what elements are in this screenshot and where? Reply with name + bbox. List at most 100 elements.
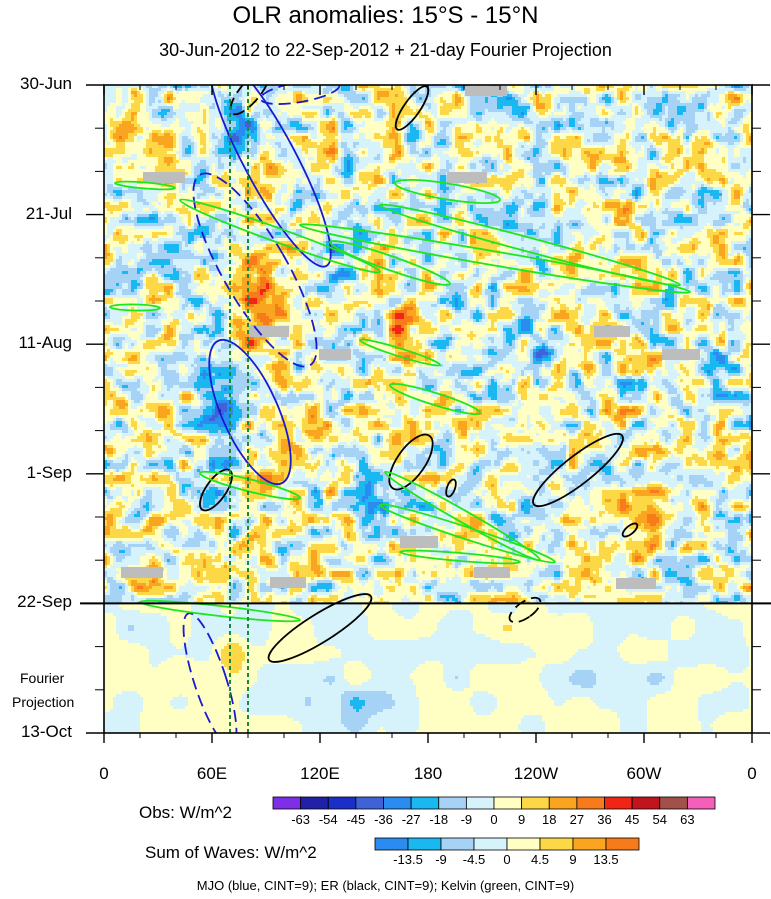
obs-colorbar-level-label: -27 — [401, 812, 421, 827]
obs-colorbar-level-label: -54 — [318, 812, 338, 827]
missing-data-patch — [270, 577, 306, 588]
obs-colorbar-swatch — [383, 796, 412, 810]
er-contour — [394, 85, 430, 131]
kelvin-contour — [399, 549, 521, 565]
obs-colorbar-level-label: -9 — [460, 812, 473, 827]
mjo-contour — [182, 612, 238, 733]
y-tick-label: 30-Jun — [20, 74, 72, 93]
kelvin-contour — [389, 382, 481, 416]
er-contour — [621, 522, 639, 538]
waves-colorbar-swatch — [506, 837, 541, 851]
obs-colorbar-level-label: 36 — [597, 812, 612, 827]
kelvin-contour — [359, 338, 441, 367]
waves-colorbar-level-label: 0 — [503, 852, 511, 867]
waves-colorbar-level-label: -4.5 — [462, 852, 486, 867]
obs-colorbar-swatch — [521, 796, 550, 810]
obs-colorbar-swatch — [327, 796, 357, 810]
kelvin-contour — [329, 240, 451, 286]
missing-data-patch — [447, 172, 487, 183]
missing-data-patch — [400, 536, 438, 548]
kelvin-contour — [139, 599, 301, 623]
obs-colorbar-swatch — [686, 796, 716, 810]
chart-subtitle: 30-Jun-2012 to 22-Sep-2012 + 21-day Four… — [159, 40, 612, 60]
obs-colorbar-swatch — [300, 796, 329, 810]
y-tick-label: 13-Oct — [20, 722, 72, 741]
waves-colorbar-swatch — [605, 837, 640, 851]
missing-data-patch — [474, 567, 510, 578]
kelvin-contour — [179, 198, 381, 274]
x-tick-label: 180 — [413, 764, 443, 783]
waves-colorbar-swatch — [407, 837, 442, 851]
x-tick-label: 120W — [513, 764, 559, 783]
obs-colorbar-title: Obs: W/m^2 — [139, 803, 232, 822]
missing-data-patch — [594, 326, 630, 337]
waves-colorbar-level-label: 13.5 — [593, 852, 619, 867]
obs-colorbar-level-label: 0 — [490, 812, 498, 827]
obs-colorbar-swatch — [631, 796, 661, 810]
obs-colorbar-swatch — [355, 796, 384, 810]
obs-colorbar-swatch — [465, 796, 495, 810]
y-tick-label: 1-Sep — [26, 462, 72, 482]
waves-colorbar-level-label: 9 — [569, 852, 577, 867]
mjo-contour — [192, 172, 318, 368]
kelvin-contour — [394, 178, 501, 205]
waves-colorbar-swatch — [473, 837, 508, 851]
projection-label-line1: Fourier — [20, 670, 65, 686]
er-contour — [445, 478, 457, 498]
y-tick-label: 21-Jul — [25, 203, 72, 223]
kelvin-contour — [114, 180, 176, 191]
obs-colorbar-level-label: 63 — [680, 812, 695, 827]
missing-data-patch — [465, 86, 507, 96]
obs-colorbar-level-label: -18 — [429, 812, 449, 827]
waves-colorbar-swatch — [374, 837, 409, 851]
obs-colorbar-level-label: 45 — [624, 812, 640, 827]
obs-colorbar-swatch — [548, 796, 578, 810]
obs-colorbar-swatch — [576, 796, 605, 810]
x-tick-label: 60W — [626, 764, 662, 783]
missing-data-patch — [143, 172, 185, 183]
waves-colorbar-level-label: 4.5 — [530, 852, 550, 867]
missing-data-patch — [616, 578, 656, 589]
x-tick-label: 0 — [747, 764, 757, 783]
chart-title: OLR anomalies: 15°S - 15°N — [232, 2, 539, 29]
missing-data-patch — [662, 349, 700, 360]
waves-colorbar-swatch — [440, 837, 475, 851]
y-tick-label: 11-Aug — [18, 333, 72, 353]
missing-data-patch — [319, 349, 351, 360]
kelvin-contour — [379, 503, 556, 564]
obs-colorbar-level-label: 18 — [542, 812, 557, 827]
er-contour — [532, 432, 624, 508]
kelvin-contour — [299, 223, 691, 294]
projection-label-line2: Projection — [12, 694, 75, 710]
obs-colorbar-level-label: 54 — [652, 812, 667, 827]
obs-colorbar-swatch — [659, 796, 688, 810]
obs-colorbar-level-label: -63 — [291, 812, 311, 827]
waves-colorbar-swatch — [539, 837, 574, 851]
mjo-contour — [208, 338, 292, 486]
obs-colorbar-swatch — [604, 796, 633, 810]
kelvin-contour — [109, 303, 161, 312]
kelvin-contour — [379, 203, 681, 287]
obs-colorbar-swatch — [438, 796, 467, 810]
waves-colorbar-title: Sum of Waves: W/m^2 — [145, 843, 317, 862]
obs-colorbar-swatch — [493, 796, 523, 810]
x-tick-label: 0 — [99, 764, 109, 783]
waves-colorbar-swatch — [572, 837, 607, 851]
missing-data-patch — [121, 567, 163, 578]
obs-colorbar-level-label: -45 — [346, 812, 366, 827]
er-contour — [267, 593, 373, 663]
obs-colorbar-swatch — [272, 796, 302, 810]
x-tick-label: 60E — [196, 764, 228, 783]
obs-colorbar-swatch — [410, 796, 440, 810]
obs-colorbar-level-label: 27 — [569, 812, 585, 827]
y-tick-label: 22-Sep — [17, 592, 72, 612]
waves-colorbar-level-label: -9 — [435, 852, 447, 867]
wave-legend-footnote: MJO (blue, CINT=9); ER (black, CINT=9); … — [196, 878, 575, 893]
er-contour — [388, 433, 434, 491]
obs-colorbar-level-label: 9 — [518, 812, 526, 827]
missing-data-patch — [249, 326, 289, 337]
obs-colorbar-level-label: -36 — [374, 812, 393, 827]
x-tick-label: 120E — [300, 764, 340, 783]
waves-colorbar-level-label: -13.5 — [393, 852, 423, 867]
